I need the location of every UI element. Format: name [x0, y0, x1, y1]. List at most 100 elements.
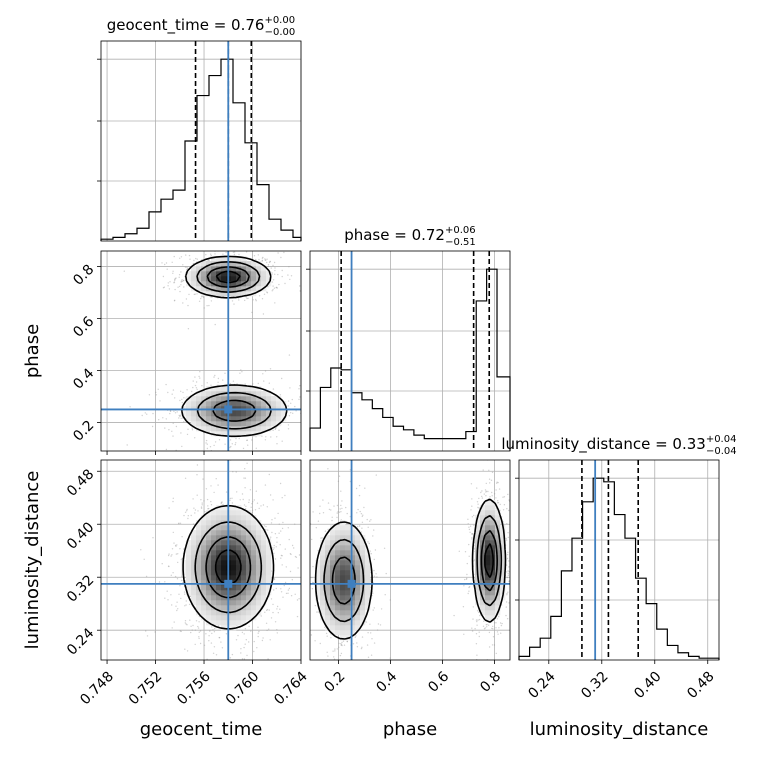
density-cell: [231, 411, 237, 417]
scatter-point: [167, 285, 169, 287]
density-cell: [251, 286, 257, 292]
truth-marker: [224, 579, 233, 588]
scatter-point: [274, 273, 276, 275]
scatter-point: [389, 599, 391, 601]
scatter-point: [195, 387, 198, 389]
scatter-point: [222, 379, 224, 381]
scatter-point: [340, 511, 342, 513]
density-cell: [236, 525, 242, 531]
scatter-point: [248, 641, 250, 643]
scatter-point: [468, 543, 470, 546]
scatter-point: [273, 578, 276, 581]
scatter-point: [308, 414, 309, 415]
scatter-point: [245, 639, 247, 641]
density-cell: [256, 266, 262, 272]
scatter-point: [466, 562, 468, 565]
density-cell: [196, 396, 202, 402]
density-cell: [211, 510, 217, 516]
density-cell: [276, 411, 282, 417]
scatter-point: [172, 497, 174, 499]
scatter-point: [281, 440, 283, 442]
scatter-point: [244, 628, 247, 630]
scatter-point: [287, 274, 289, 276]
density-cell: [241, 431, 247, 437]
scatter-point: [282, 521, 284, 524]
density-cell: [261, 555, 267, 561]
scatter-point: [284, 674, 285, 675]
scatter-point: [285, 592, 288, 595]
scatter-point: [288, 538, 290, 541]
scatter-point: [200, 499, 202, 501]
density-cell: [191, 540, 197, 546]
scatter-point: [508, 602, 510, 604]
scatter-point: [214, 253, 216, 255]
scatter-point: [336, 516, 338, 519]
scatter-point: [244, 383, 246, 385]
scatter-point: [287, 400, 290, 402]
scatter-point: [181, 575, 183, 577]
scatter-point: [264, 258, 266, 260]
scatter-point: [299, 290, 301, 292]
scatter-point: [168, 553, 170, 555]
scatter-point: [507, 591, 509, 593]
scatter-point: [180, 432, 182, 434]
scatter-point: [200, 506, 203, 508]
scatter-point: [238, 299, 240, 301]
scatter-point: [466, 577, 468, 580]
scatter-point: [169, 410, 172, 412]
density-cell: [266, 585, 272, 591]
scatter-point: [213, 491, 215, 494]
scatter-point: [491, 491, 493, 494]
density-cell: [266, 580, 272, 586]
scatter-point: [464, 578, 466, 581]
scatter-point: [210, 485, 212, 487]
density-cell: [231, 605, 237, 611]
density-cell: [206, 590, 212, 596]
density-cell: [221, 585, 227, 591]
scatter-point: [507, 574, 509, 576]
scatter-point: [306, 565, 307, 566]
scatter-point: [473, 560, 475, 562]
density-cell: [216, 615, 222, 621]
scatter-point: [379, 624, 382, 626]
density-cell: [271, 421, 277, 427]
density-cell: [251, 590, 257, 596]
scatter-point: [171, 430, 173, 432]
scatter-point: [169, 412, 171, 415]
scatter-point: [235, 442, 237, 444]
scatter-point: [282, 596, 284, 598]
scatter-point: [281, 275, 283, 278]
scatter-point: [272, 388, 275, 390]
scatter-point: [308, 405, 309, 406]
scatter-point: [389, 657, 391, 659]
scatter-point: [266, 629, 268, 632]
scatter-point: [489, 496, 491, 498]
density-cell: [231, 560, 237, 566]
scatter-point: [190, 514, 192, 517]
density-cell: [236, 530, 242, 536]
density-cell: [201, 580, 207, 586]
scatter-point: [477, 503, 479, 505]
density-cell: [266, 545, 272, 551]
density-cell: [256, 575, 262, 581]
scatter-point: [180, 417, 182, 420]
density-cell: [261, 560, 267, 566]
density-cell: [196, 416, 202, 422]
scatter-point: [263, 525, 266, 527]
density-cell: [251, 401, 257, 407]
scatter-point: [327, 663, 328, 664]
scatter-point: [179, 548, 181, 550]
density-cell: [221, 286, 227, 292]
scatter-point: [365, 621, 368, 623]
scatter-point: [508, 499, 510, 501]
density-cell: [201, 396, 207, 402]
scatter-point: [496, 502, 499, 504]
scatter-point: [171, 393, 173, 395]
scatter-point: [369, 623, 371, 625]
density-cell: [266, 271, 272, 277]
density-cell: [231, 261, 237, 267]
scatter-point: [495, 652, 497, 655]
scatter-point: [471, 627, 473, 629]
scatter-point: [506, 618, 509, 620]
density-cell: [216, 281, 222, 287]
